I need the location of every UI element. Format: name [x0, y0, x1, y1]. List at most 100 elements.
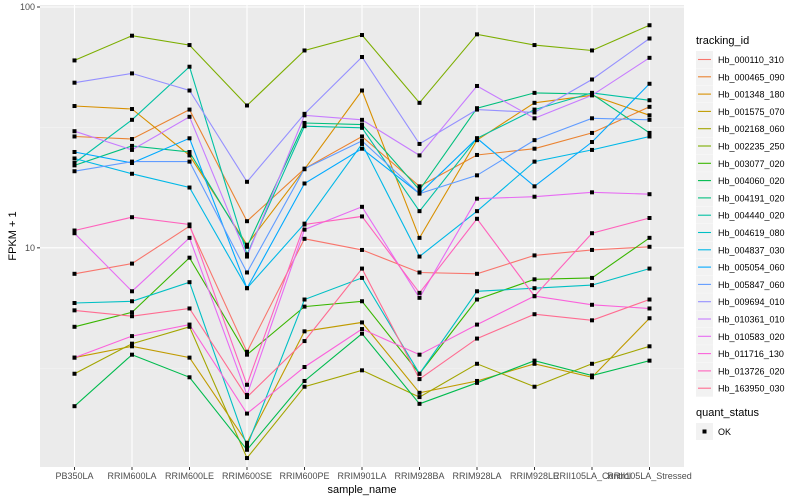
data-point-Hb_000110_310: [130, 261, 134, 266]
data-point-Hb_004060_020: [590, 373, 594, 378]
data-point-Hb_004619_080: [590, 283, 594, 288]
data-point-Hb_002168_060: [590, 361, 594, 366]
legend-item: Hb_004837_030: [696, 241, 785, 259]
series-points: [72, 23, 652, 461]
data-point-Hb_004060_020: [360, 331, 364, 336]
data-point-Hb_001348_180: [360, 88, 364, 93]
data-point-Hb_001575_070: [187, 355, 192, 360]
data-point-Hb_004619_080: [187, 280, 192, 285]
legend-label: Hb_004191_020: [718, 193, 785, 203]
legend-label: Hb_010361_010: [718, 315, 785, 325]
data-point-Hb_000110_310: [475, 271, 479, 276]
data-point-Hb_002235_250: [245, 103, 249, 108]
legend-item: Hb_001348_180: [696, 85, 785, 103]
data-point-Hb_009694_010: [532, 110, 537, 115]
data-point-Hb_002235_250: [647, 23, 652, 28]
legend-label: OK: [718, 427, 731, 437]
data-point-Hb_005847_060: [72, 169, 77, 174]
data-point-Hb_004619_080: [417, 371, 422, 376]
data-point-Hb_004191_020: [245, 244, 249, 249]
data-point-Hb_001348_180: [417, 235, 422, 240]
data-point-Hb_010361_010: [302, 113, 307, 118]
data-point-Hb_005054_060: [360, 146, 364, 151]
legend-label: Hb_004837_030: [718, 245, 785, 255]
data-point-Hb_001348_180: [245, 242, 249, 247]
data-point-Hb_003077_020: [647, 235, 652, 240]
data-point-Hb_002168_060: [360, 368, 364, 373]
data-point-Hb_001348_180: [532, 100, 537, 105]
data-point-Hb_004440_020: [417, 209, 422, 214]
data-point-Hb_010583_020: [302, 227, 307, 232]
y-tick-label: 10: [25, 243, 35, 253]
data-point-Hb_002235_250: [302, 48, 307, 53]
data-point-Hb_004191_020: [417, 187, 422, 192]
data-point-Hb_004191_020: [360, 122, 364, 127]
data-point-Hb_010583_020: [590, 190, 594, 195]
data-point-Hb_011716_130: [72, 355, 77, 360]
data-point-Hb_004619_080: [360, 275, 364, 280]
data-point-Hb_010361_010: [187, 114, 192, 119]
data-point-Hb_009694_010: [245, 179, 249, 184]
data-point-Hb_009694_010: [360, 54, 364, 59]
legend-item: Hb_004619_080: [696, 224, 785, 241]
data-point-Hb_163950_030: [532, 312, 537, 317]
data-point-Hb_004060_020: [532, 358, 537, 363]
legend-item: Hb_011716_130: [696, 345, 784, 363]
data-point-Hb_009694_010: [187, 88, 192, 93]
data-point-Hb_004440_020: [532, 107, 537, 112]
data-point-Hb_010583_020: [72, 231, 77, 236]
data-point-Hb_001348_180: [187, 153, 192, 158]
legend-label: Hb_010583_020: [718, 332, 785, 342]
data-point-Hb_013726_020: [72, 228, 77, 233]
data-point-Hb_011716_130: [647, 306, 652, 311]
data-point-Hb_004440_020: [590, 90, 594, 95]
data-point-Hb_005847_060: [187, 159, 192, 164]
x-tick-label: RRIM600LA: [107, 471, 156, 481]
data-point-Hb_004060_020: [647, 358, 652, 363]
data-point-Hb_004440_020: [302, 124, 307, 129]
data-point-Hb_003077_020: [302, 304, 307, 309]
data-point-Hb_163950_030: [360, 266, 364, 271]
data-point-Hb_010361_010: [417, 153, 422, 158]
data-point-Hb_013726_020: [590, 231, 594, 236]
data-point-Hb_000110_310: [245, 349, 249, 354]
legend-title-shape: quant_status: [696, 407, 759, 419]
x-tick-label: RRIM901LA: [337, 471, 386, 481]
legend-label: Hb_002235_250: [718, 142, 785, 152]
data-point-Hb_163950_030: [187, 306, 192, 311]
data-point-Hb_163950_030: [475, 336, 479, 341]
data-point-Hb_002168_060: [187, 324, 192, 329]
legend-label: Hb_005847_060: [718, 280, 785, 290]
data-point-Hb_005054_060: [647, 81, 652, 86]
data-point-Hb_004837_030: [590, 147, 594, 152]
data-point-Hb_005054_060: [532, 184, 537, 189]
data-point-Hb_005847_060: [532, 138, 537, 143]
legend-label: Hb_004619_080: [718, 228, 785, 238]
data-point-Hb_013726_020: [130, 215, 134, 220]
y-axis: 10 100: [20, 2, 40, 253]
data-point-Hb_010361_010: [130, 147, 134, 152]
data-point-Hb_163950_030: [130, 314, 134, 319]
data-point-Hb_010583_020: [532, 194, 537, 199]
data-point-Hb_000465_090: [72, 134, 77, 139]
x-tick-label: RRIM928LA: [452, 471, 501, 481]
data-point-Hb_005054_060: [245, 286, 249, 291]
data-point-Hb_010583_020: [245, 392, 249, 397]
legend-label: Hb_001575_070: [718, 107, 785, 117]
data-point-Hb_005847_060: [360, 138, 364, 143]
legend-label: Hb_000110_310: [718, 55, 784, 65]
data-point-Hb_004060_020: [130, 352, 134, 357]
legend-item: Hb_163950_030: [696, 379, 785, 397]
data-point-Hb_004060_020: [417, 401, 422, 406]
data-point-Hb_001575_070: [130, 344, 134, 349]
data-point-Hb_000465_090: [417, 184, 422, 189]
data-point-Hb_005847_060: [647, 117, 652, 122]
data-point-Hb_000110_310: [360, 247, 364, 252]
data-point-Hb_000110_310: [302, 236, 307, 241]
data-point-Hb_002168_060: [647, 344, 652, 349]
data-point-Hb_000465_090: [245, 219, 249, 224]
legend-item: Hb_013726_020: [696, 362, 785, 380]
data-point-Hb_004619_080: [647, 266, 652, 271]
data-point-Hb_002168_060: [532, 384, 537, 389]
